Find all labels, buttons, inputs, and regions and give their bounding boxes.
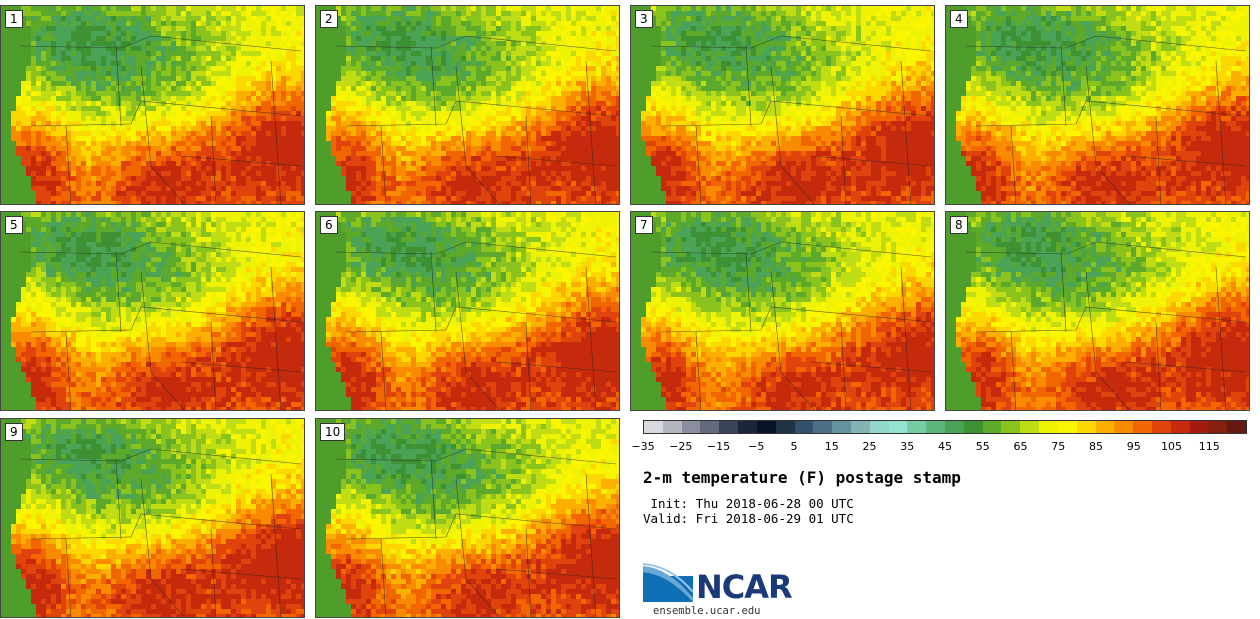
- member-map-3: 3: [630, 5, 935, 205]
- temperature-field: [946, 6, 1249, 204]
- colorbar-segment: [700, 421, 720, 433]
- colorbar-tick: 15: [825, 440, 839, 453]
- temperature-field: [631, 6, 934, 204]
- temperature-field: [1, 419, 304, 617]
- colorbar-segment: [1001, 421, 1021, 433]
- colorbar-segment: [681, 421, 701, 433]
- colorbar-segment: [1170, 421, 1190, 433]
- colorbar-segment: [662, 421, 682, 433]
- temperature-colorbar: [643, 420, 1247, 434]
- member-map-9: 9: [0, 418, 305, 618]
- init-time: Init: Thu 2018-06-28 00 UTC: [643, 496, 854, 511]
- colorbar-tick: 95: [1127, 440, 1141, 453]
- colorbar-segment: [945, 421, 964, 433]
- colorbar-segment: [1057, 421, 1077, 433]
- ncar-logo-text: NCAR: [696, 568, 793, 606]
- colorbar-segment: [756, 421, 776, 433]
- colorbar-segment: [1114, 421, 1134, 433]
- colorbar-tick: −25: [669, 440, 692, 453]
- member-map-4: 4: [945, 5, 1250, 205]
- member-map-6: 6: [315, 211, 620, 411]
- colorbar-tick: 75: [1051, 440, 1065, 453]
- colorbar-segment: [1076, 421, 1096, 433]
- colorbar-segment: [1151, 421, 1171, 433]
- member-number-label: 1: [5, 10, 23, 28]
- member-number-label: 4: [950, 10, 968, 28]
- ensemble-url: ensemble.ucar.edu: [653, 605, 760, 617]
- colorbar-segment: [1189, 421, 1209, 433]
- map-title: 2-m temperature (F) postage stamp: [643, 468, 961, 487]
- colorbar-segment: [1208, 421, 1228, 433]
- colorbar-segment: [719, 421, 739, 433]
- member-number-label: 9: [5, 423, 23, 441]
- colorbar-segment: [738, 421, 757, 433]
- colorbar-segment: [1020, 421, 1040, 433]
- colorbar-segment: [926, 421, 945, 433]
- colorbar-segment: [1227, 421, 1246, 433]
- temperature-field: [316, 419, 619, 617]
- colorbar-segment: [963, 421, 983, 433]
- temperature-field: [316, 212, 619, 410]
- member-map-2: 2: [315, 5, 620, 205]
- colorbar-segment: [813, 421, 833, 433]
- member-map-7: 7: [630, 211, 935, 411]
- colorbar-tick: −5: [748, 440, 764, 453]
- member-number-label: 2: [320, 10, 338, 28]
- colorbar-tick: 105: [1161, 440, 1182, 453]
- colorbar-tick: −15: [707, 440, 730, 453]
- temperature-field: [946, 212, 1249, 410]
- colorbar-tick: 25: [863, 440, 877, 453]
- colorbar-segment: [907, 421, 927, 433]
- member-number-label: 7: [635, 216, 653, 234]
- colorbar-segment: [850, 421, 870, 433]
- colorbar-segment: [869, 421, 889, 433]
- colorbar-tick: −35: [631, 440, 654, 453]
- colorbar-tick-labels: −35 −25 −15 −5 5 15 25 35 45 55 65 75 85 95 105 115: [631, 440, 1247, 454]
- temperature-field: [1, 6, 304, 204]
- colorbar-segment: [982, 421, 1002, 433]
- colorbar-segment: [832, 421, 851, 433]
- colorbar-tick: 5: [791, 440, 798, 453]
- temperature-field: [1, 212, 304, 410]
- colorbar-tick: 45: [938, 440, 952, 453]
- colorbar-segment: [1039, 421, 1058, 433]
- colorbar-segment: [1133, 421, 1152, 433]
- ncar-logo-icon: [643, 563, 694, 602]
- colorbar-tick: 115: [1199, 440, 1220, 453]
- temperature-field: [631, 212, 934, 410]
- member-number-label: 8: [950, 216, 968, 234]
- colorbar-segment: [888, 421, 908, 433]
- colorbar-segment: [644, 421, 663, 433]
- temperature-field: [316, 6, 619, 204]
- colorbar-segment: [775, 421, 795, 433]
- colorbar-tick: 85: [1089, 440, 1103, 453]
- colorbar-tick: 65: [1014, 440, 1028, 453]
- colorbar-tick: 35: [900, 440, 914, 453]
- member-number-label: 5: [5, 216, 23, 234]
- member-map-8: 8: [945, 211, 1250, 411]
- member-number-label: 10: [320, 423, 346, 441]
- valid-time: Valid: Fri 2018-06-29 01 UTC: [643, 511, 854, 526]
- member-map-5: 5: [0, 211, 305, 411]
- colorbar-tick: 55: [976, 440, 990, 453]
- member-map-1: 1: [0, 5, 305, 205]
- colorbar-segment: [794, 421, 814, 433]
- member-number-label: 3: [635, 10, 653, 28]
- member-number-label: 6: [320, 216, 338, 234]
- colorbar-segment: [1095, 421, 1115, 433]
- member-map-10: 10: [315, 418, 620, 618]
